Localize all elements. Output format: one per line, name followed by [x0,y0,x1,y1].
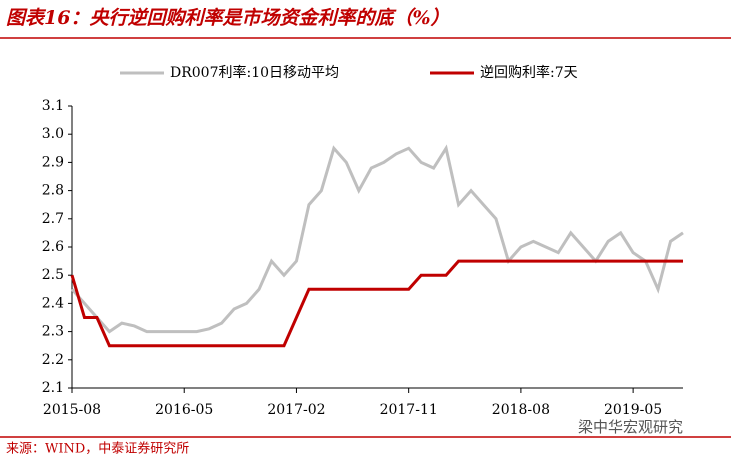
watermark: 梁中华宏观研究 [578,418,683,436]
y-tick-label: 2.4 [42,295,64,311]
series-line [70,144,684,334]
x-tick-label: 2016-05 [155,402,213,418]
y-tick-label: 2.1 [42,380,64,396]
x-tick-label: 2015-08 [43,402,101,418]
y-tick-label: 2.5 [42,267,64,283]
series-line [70,259,683,348]
y-tick-label: 3.0 [42,126,64,142]
y-tick-label: 2.3 [42,324,64,340]
y-tick-label: 2.7 [42,211,64,227]
x-tick-label: 2017-02 [267,402,325,418]
y-tick-label: 3.1 [42,98,64,114]
y-tick-label: 2.8 [42,183,64,199]
x-tick-label: 2018-08 [492,402,550,418]
x-tick-label: 2019-05 [604,402,662,418]
source: 来源：WIND，中泰证券研究所 [6,441,189,457]
x-tick-label: 2017-11 [380,402,438,418]
legend-label: DR007利率:10日移动平均 [170,64,339,81]
y-tick-label: 2.9 [42,154,64,170]
y-tick-label: 2.6 [42,239,64,255]
y-tick-label: 2.2 [42,352,64,368]
legend-label: 逆回购利率:7天 [480,64,578,81]
chart-title: 图表16：央行逆回购利率是市场资金利率的底（%） [6,7,450,29]
